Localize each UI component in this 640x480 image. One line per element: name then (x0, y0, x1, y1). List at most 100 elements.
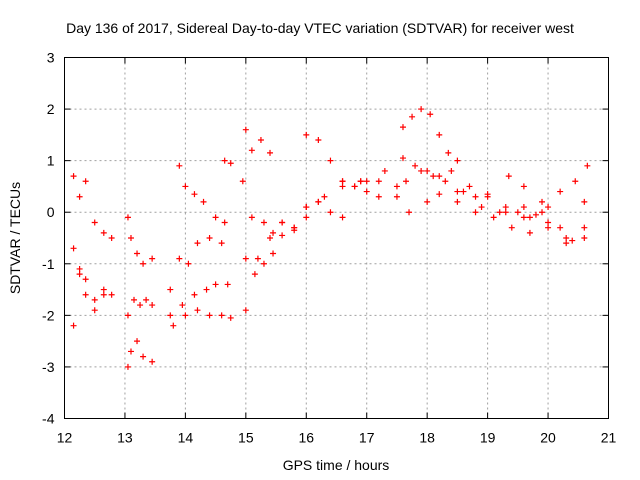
series-track-d (124, 214, 156, 267)
data-point (203, 286, 210, 293)
data-point (539, 209, 546, 216)
data-point (581, 198, 588, 205)
data-point (185, 260, 192, 267)
data-point (436, 173, 443, 180)
data-point (179, 302, 186, 309)
data-point (100, 291, 107, 298)
data-point (454, 198, 461, 205)
data-point (563, 240, 570, 247)
data-point (167, 312, 174, 319)
data-point (454, 157, 461, 164)
data-point (581, 224, 588, 231)
data-point (134, 250, 141, 257)
data-point (143, 296, 150, 303)
data-point (484, 191, 491, 198)
data-point (200, 198, 207, 205)
data-point (224, 281, 231, 288)
data-point (436, 191, 443, 198)
data-point (131, 296, 138, 303)
x-tick-label: 17 (359, 430, 375, 446)
data-point (557, 188, 564, 195)
data-point (505, 173, 512, 180)
data-point (212, 281, 219, 288)
data-point (563, 235, 570, 241)
data-point (170, 322, 177, 329)
data-point (363, 188, 370, 195)
series-track-e (124, 296, 156, 319)
series-track-j (170, 307, 234, 329)
series-track-r (351, 155, 588, 244)
y-tick-label: 3 (47, 50, 55, 66)
data-point (82, 178, 89, 185)
series-track-b (70, 271, 115, 329)
data-point (448, 167, 455, 174)
data-point (545, 224, 552, 231)
data-point (303, 214, 310, 221)
data-point (108, 235, 115, 241)
data-point (149, 358, 156, 365)
data-point (291, 224, 298, 231)
plot-frame (64, 57, 609, 419)
series-track-t (399, 106, 461, 164)
data-point (70, 245, 77, 252)
data-point (134, 338, 141, 345)
data-point (227, 314, 234, 321)
data-point (327, 157, 334, 164)
data-point (176, 162, 183, 169)
data-point (466, 183, 473, 190)
data-point (424, 167, 431, 174)
series-track-c (70, 245, 107, 314)
data-point (260, 219, 267, 226)
x-tick-label: 14 (178, 430, 194, 446)
data-point (339, 214, 346, 221)
data-point (427, 111, 434, 118)
data-point (137, 302, 144, 309)
data-point (303, 204, 310, 211)
data-point (381, 167, 388, 174)
data-point (76, 193, 83, 200)
data-point (406, 209, 413, 216)
y-tick-label: 0 (47, 204, 55, 220)
data-point (436, 131, 443, 138)
data-point (508, 224, 515, 231)
data-point (557, 224, 564, 231)
data-point (221, 157, 228, 164)
data-point (212, 214, 219, 221)
series-track-l (242, 126, 274, 156)
data-point (572, 178, 579, 185)
y-tick-label: -3 (42, 359, 55, 375)
series-track-u (505, 162, 591, 205)
data-point (442, 178, 449, 185)
data-point (242, 307, 249, 314)
data-point (100, 229, 107, 236)
series-track-k (221, 157, 234, 167)
data-point (339, 183, 346, 190)
data-point (149, 255, 156, 262)
grid (64, 57, 609, 419)
x-tick-label: 18 (419, 430, 435, 446)
series-track-q (339, 167, 588, 241)
data-point (91, 296, 98, 303)
data-point (218, 240, 225, 247)
y-axis-label: SDTVAR / TECUs (7, 182, 23, 294)
series-track-a (70, 173, 115, 241)
data-point (279, 219, 286, 226)
x-tick-label: 16 (298, 430, 314, 446)
data-point (248, 214, 255, 221)
data-point (176, 255, 183, 262)
series-track-f (124, 338, 156, 370)
data-point (242, 126, 249, 133)
chart-title: Day 136 of 2017, Sidereal Day-to-day VTE… (66, 20, 574, 36)
data-point (242, 255, 249, 262)
series-track-i (167, 281, 231, 319)
data-point (526, 229, 533, 236)
x-tick-label: 12 (57, 430, 73, 446)
y-tick-label: -2 (42, 307, 55, 323)
series-track-p (303, 131, 346, 185)
data-point (206, 235, 213, 241)
x-tick-label: 15 (238, 430, 254, 446)
x-axis-label: GPS time / hours (283, 457, 390, 473)
data-point (418, 106, 425, 113)
data-point (70, 173, 77, 180)
